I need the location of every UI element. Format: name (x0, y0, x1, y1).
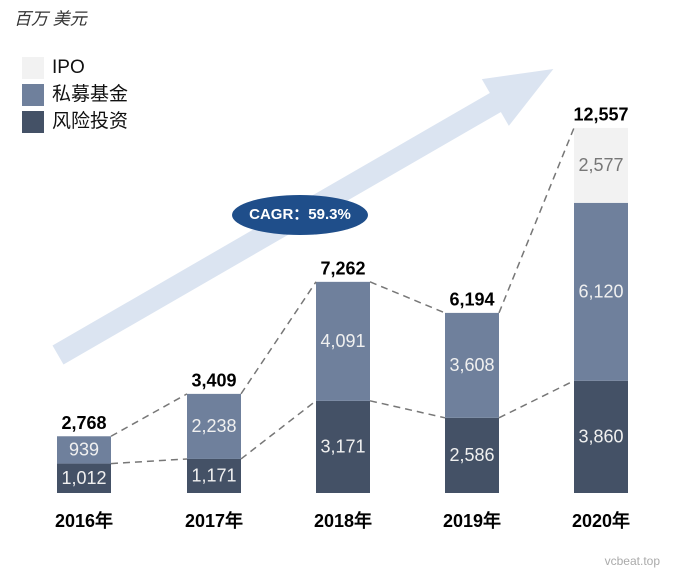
value-label: 1,012 (61, 468, 106, 488)
x-tick-label: 2020年 (572, 510, 630, 531)
unit-label: 百万 美元 (14, 9, 89, 28)
bar-segment (187, 458, 241, 493)
watermark: vcbeat.top (605, 554, 661, 568)
bar-segment (574, 202, 628, 381)
value-label: 3,171 (320, 437, 365, 457)
value-label: 1,171 (191, 466, 236, 486)
bar-segment (445, 417, 499, 493)
legend-label: 风险投资 (52, 110, 128, 132)
value-label: 939 (69, 440, 99, 460)
trend-line (240, 400, 317, 460)
bar-segment (445, 312, 499, 418)
trend-line (110, 458, 188, 465)
bar-segment (574, 127, 628, 203)
legend-swatch (22, 84, 44, 106)
value-label: 2,577 (578, 155, 623, 175)
bar-segment (57, 463, 111, 493)
cagr-label: CAGR：59.3% (249, 206, 351, 223)
bar-segment (57, 436, 111, 464)
x-tick-label: 2019年 (443, 510, 501, 531)
x-tick-label: 2016年 (55, 510, 113, 531)
value-label: 2,238 (191, 416, 236, 436)
x-tick-label: 2017年 (185, 510, 243, 531)
total-label: 12,557 (573, 105, 628, 125)
trend-line (369, 400, 446, 419)
x-tick-label: 2018年 (314, 510, 372, 531)
cagr-badge (232, 195, 368, 235)
trend-line (110, 393, 188, 437)
legend-swatch (22, 57, 44, 79)
bar-segment (316, 400, 370, 493)
bar-segment (187, 393, 241, 459)
trend-line (369, 281, 446, 314)
legend-label: 私募基金 (52, 83, 128, 105)
value-label: 4,091 (320, 331, 365, 351)
total-label: 2,768 (61, 413, 106, 433)
value-label: 2,586 (449, 445, 494, 465)
legend-label: IPO (52, 57, 85, 78)
legend-swatch (22, 111, 44, 133)
bar-segment (574, 380, 628, 493)
value-label: 3,860 (578, 427, 623, 447)
bar-segment (316, 281, 370, 401)
total-label: 3,409 (191, 371, 236, 391)
trend-line (498, 127, 575, 314)
value-label: 6,120 (578, 282, 623, 302)
trend-line (498, 380, 575, 419)
total-label: 7,262 (320, 259, 365, 279)
trend-line (240, 281, 317, 395)
total-label: 6,194 (449, 290, 494, 310)
value-label: 3,608 (449, 355, 494, 375)
